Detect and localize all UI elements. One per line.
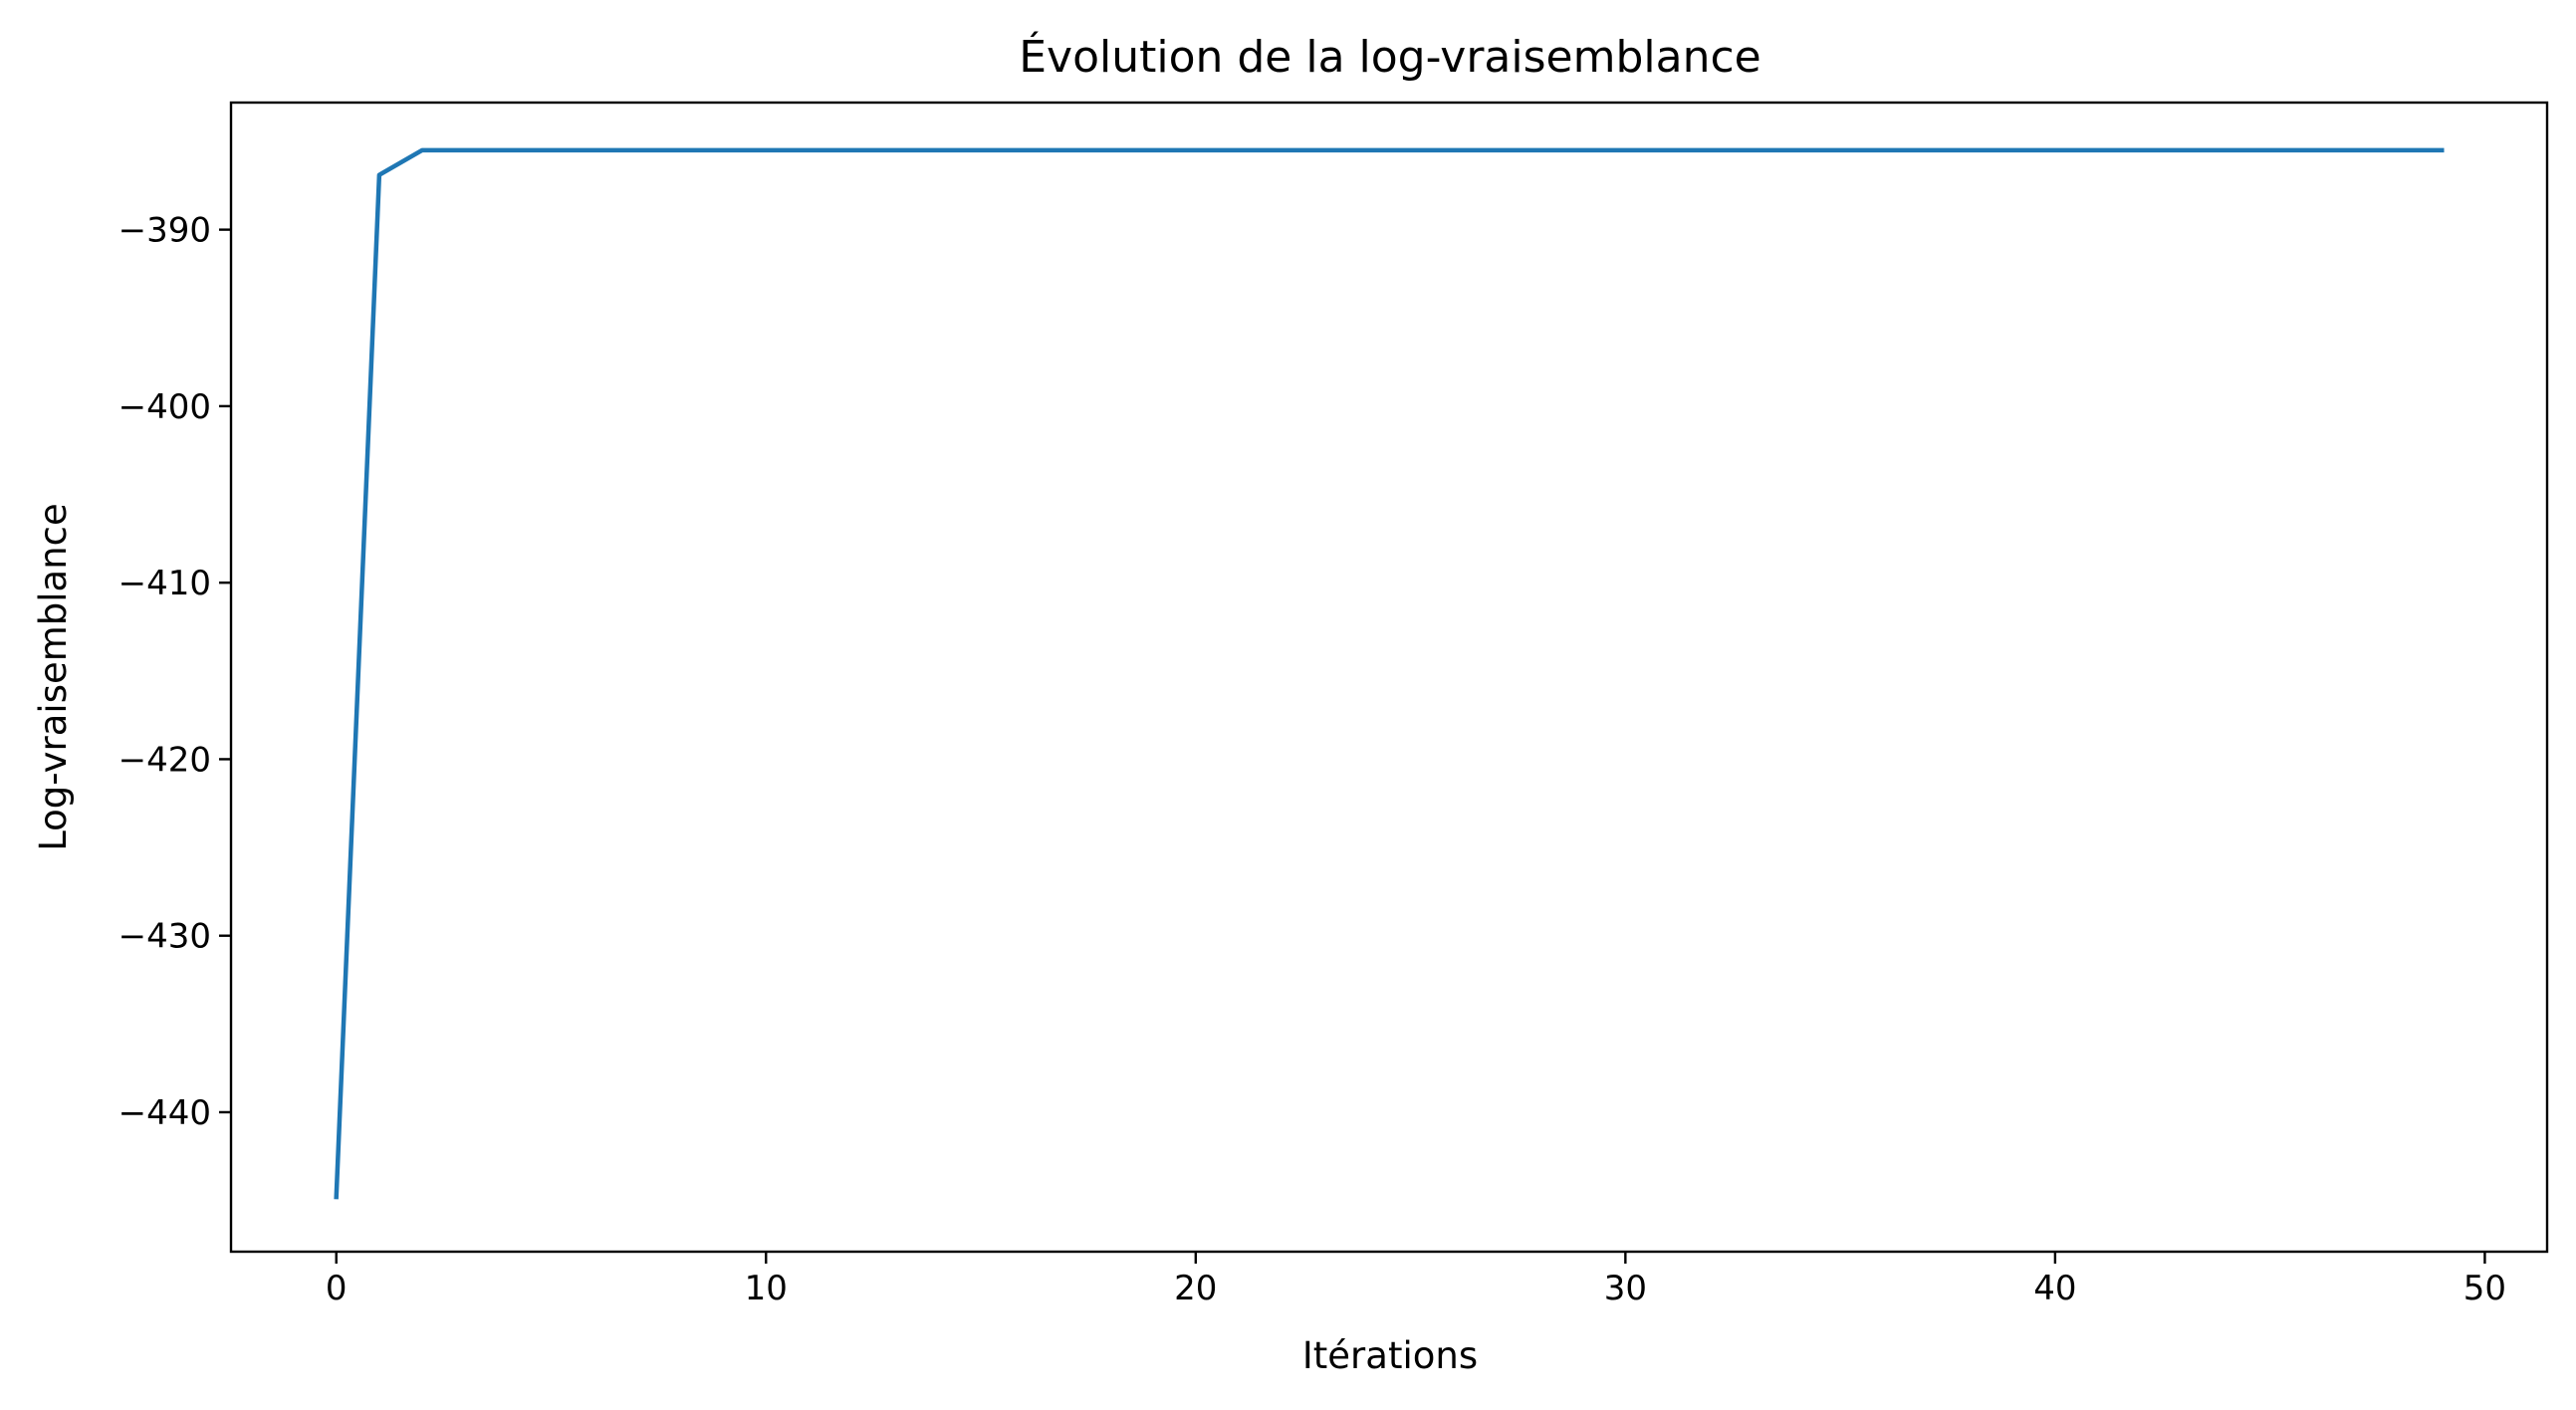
y-tick-label: −390 <box>118 211 211 251</box>
axes-frame <box>229 101 2549 1254</box>
y-tick-label: −440 <box>118 1093 211 1133</box>
chart-title: Évolution de la log-vraisemblance <box>1019 30 1761 83</box>
x-axis-label: Itérations <box>1302 1334 1478 1377</box>
y-tick-label: −410 <box>118 564 211 603</box>
y-axis: −390 −400 −410 −420 −430 −440 <box>118 211 231 1133</box>
x-tick-label: 0 <box>326 1269 348 1308</box>
x-tick-label: 10 <box>745 1269 788 1308</box>
y-tick-label: −400 <box>118 387 211 427</box>
x-axis: 0 10 20 30 40 50 <box>326 1252 2506 1308</box>
y-tick-label: −420 <box>118 740 211 780</box>
plot-area <box>229 101 2549 1254</box>
y-axis-label: Log-vraisemblance <box>32 503 75 851</box>
x-tick-label: 30 <box>1604 1269 1647 1308</box>
series-layer <box>334 147 2445 1200</box>
series-line <box>334 147 2445 1200</box>
x-tick-label: 50 <box>2463 1269 2506 1308</box>
x-tick-label: 20 <box>1174 1269 1217 1308</box>
y-tick-label: −430 <box>118 917 211 957</box>
x-tick-label: 40 <box>2033 1269 2076 1308</box>
